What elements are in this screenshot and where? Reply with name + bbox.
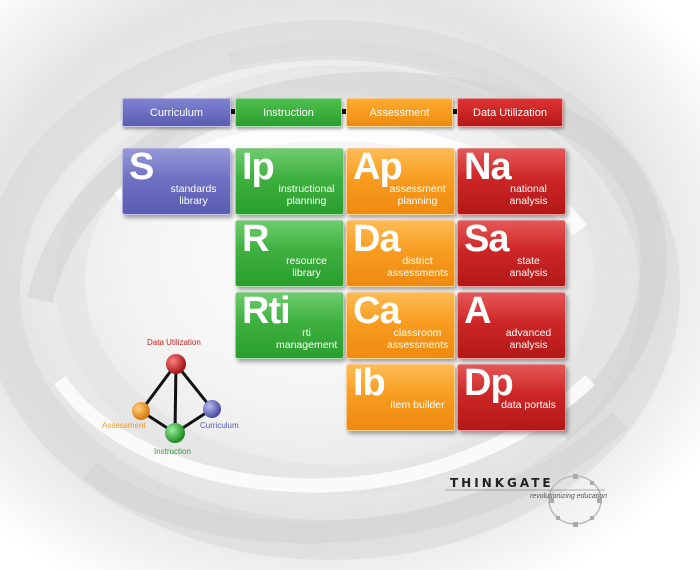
tile-national-analysis[interactable]: Na national analysis [457, 148, 566, 215]
tile-data-portals[interactable]: Dp data portals [457, 364, 566, 431]
tile-district-assessments[interactable]: Da district assessments [346, 220, 455, 287]
thinkgate-tagline: revolutionizing education [530, 493, 608, 500]
header-instruction: Instruction [235, 98, 342, 127]
header-connector [450, 109, 458, 114]
tile-symbol: S [129, 148, 154, 188]
header-curriculum: Curriculum [122, 98, 231, 127]
tile-symbol: R [242, 220, 269, 260]
tile-name: advanced analysis [505, 327, 552, 351]
tile-name: data portals [501, 399, 556, 411]
node-instruction [165, 423, 185, 443]
tile-name: rti management [276, 327, 338, 351]
tile-rti-management[interactable]: Rti rti management [235, 292, 344, 359]
tile-advanced-analysis[interactable]: A advanced analysis [457, 292, 566, 359]
tile-name: resource library [286, 255, 327, 279]
tile-standards-library[interactable]: S standards library [122, 148, 231, 215]
tetra-label-assessment: Assessment [102, 421, 146, 430]
tile-symbol: A [464, 292, 491, 332]
tile-classroom-assessments[interactable]: Ca classroom assessments [346, 292, 455, 359]
header-connector [339, 109, 347, 114]
tetra-label-data-utilization: Data Utilization [147, 338, 201, 347]
tetrahedron-diagram [132, 354, 221, 443]
tile-symbol: Dp [464, 364, 514, 404]
tile-symbol: Sa [464, 220, 509, 260]
tile-name: standards library [170, 183, 217, 207]
tile-instructional-planning[interactable]: Ip instructional planning [235, 148, 344, 215]
node-curriculum [203, 400, 221, 418]
tile-state-analysis[interactable]: Sa state analysis [457, 220, 566, 287]
tile-symbol: Ip [242, 148, 275, 188]
header-assessment: Assessment [346, 98, 453, 127]
tile-name: item builder [390, 399, 445, 411]
tile-name: classroom assessments [387, 327, 449, 351]
tile-symbol: Ca [353, 292, 401, 332]
tile-name: district assessments [387, 255, 449, 279]
tetra-label-curriculum: Curriculum [200, 421, 239, 430]
node-data-utilization [166, 354, 186, 374]
tile-name: state analysis [509, 255, 548, 279]
thinkgate-logo-graphic [445, 474, 605, 527]
tile-name: assessment planning [389, 183, 446, 207]
tile-name: national analysis [509, 183, 548, 207]
tile-item-builder[interactable]: Ib item builder [346, 364, 455, 431]
header-connector [228, 109, 236, 114]
tile-assessment-planning[interactable]: Ap assessment planning [346, 148, 455, 215]
tile-symbol: Ap [353, 148, 403, 188]
tetra-label-instruction: Instruction [154, 447, 191, 456]
tile-symbol: Ib [353, 364, 386, 404]
tile-symbol: Na [464, 148, 512, 188]
node-assessment [132, 402, 150, 420]
tile-resource-library[interactable]: R resource library [235, 220, 344, 287]
tile-name: instructional planning [278, 183, 335, 207]
header-data-utilization: Data Utilization [457, 98, 563, 127]
tile-symbol: Rti [242, 292, 291, 332]
tile-symbol: Da [353, 220, 401, 260]
thinkgate-logo-text: THINKGATE [450, 476, 554, 490]
